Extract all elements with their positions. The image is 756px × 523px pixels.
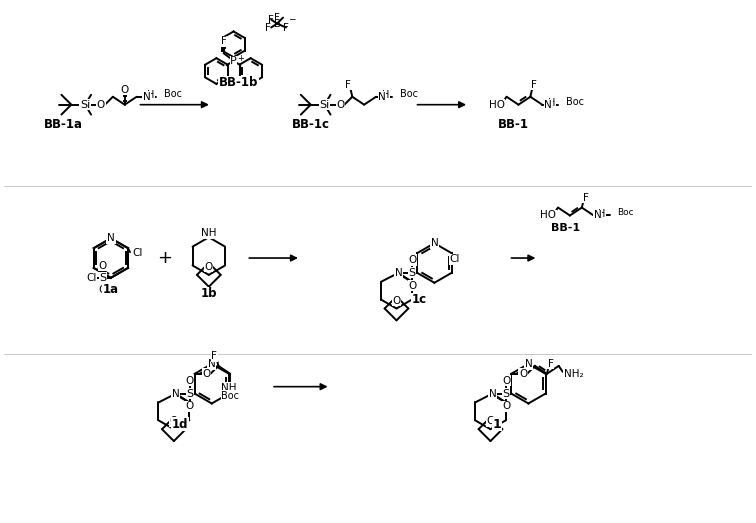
Text: O: O bbox=[408, 255, 417, 265]
Text: Boc: Boc bbox=[566, 97, 584, 107]
Text: N: N bbox=[208, 359, 215, 369]
Text: F: F bbox=[268, 15, 274, 25]
Text: −: − bbox=[288, 14, 296, 23]
Text: N: N bbox=[395, 268, 402, 278]
Text: S: S bbox=[503, 389, 510, 399]
Text: F: F bbox=[274, 13, 280, 22]
Text: O: O bbox=[121, 85, 129, 95]
Text: O: O bbox=[502, 402, 510, 412]
Text: O: O bbox=[408, 281, 417, 291]
Text: 1a: 1a bbox=[103, 283, 119, 296]
Text: 1: 1 bbox=[492, 418, 501, 431]
Text: O: O bbox=[203, 369, 211, 379]
Text: O: O bbox=[205, 262, 213, 272]
Text: BB-1c: BB-1c bbox=[292, 118, 330, 131]
Text: H: H bbox=[548, 98, 556, 108]
Text: F: F bbox=[221, 37, 227, 47]
Text: Cl: Cl bbox=[132, 248, 142, 258]
Text: F: F bbox=[212, 351, 218, 361]
Text: NH₂: NH₂ bbox=[564, 369, 584, 379]
Text: Cl: Cl bbox=[449, 254, 460, 264]
Text: O: O bbox=[502, 376, 510, 386]
Text: P: P bbox=[230, 56, 237, 66]
Text: BB-1: BB-1 bbox=[551, 223, 581, 233]
Text: +: + bbox=[156, 249, 172, 267]
Text: BB-1b: BB-1b bbox=[218, 76, 259, 89]
Text: Si: Si bbox=[80, 100, 90, 110]
Text: BB-1a: BB-1a bbox=[44, 118, 83, 131]
Text: HO: HO bbox=[541, 210, 556, 221]
Text: F: F bbox=[265, 22, 271, 32]
Text: 1c: 1c bbox=[412, 293, 427, 306]
Text: S: S bbox=[99, 273, 107, 283]
Text: N: N bbox=[107, 233, 115, 243]
Text: N: N bbox=[525, 359, 532, 369]
Text: O: O bbox=[486, 416, 494, 426]
Text: O: O bbox=[185, 402, 194, 412]
Text: Cl: Cl bbox=[86, 273, 96, 283]
Text: O: O bbox=[99, 285, 107, 294]
Text: Boc: Boc bbox=[618, 208, 634, 217]
Text: O: O bbox=[99, 261, 107, 271]
Text: BB-1: BB-1 bbox=[498, 118, 529, 131]
Text: N: N bbox=[544, 100, 552, 110]
Text: N: N bbox=[378, 92, 386, 102]
Text: 1b: 1b bbox=[200, 287, 217, 300]
Text: O: O bbox=[519, 369, 527, 379]
Text: B: B bbox=[274, 18, 280, 29]
Text: O: O bbox=[170, 416, 178, 426]
Text: O: O bbox=[97, 100, 105, 110]
Text: N: N bbox=[172, 389, 180, 399]
Text: 1d: 1d bbox=[172, 418, 188, 431]
Text: NH: NH bbox=[221, 383, 236, 393]
Text: N: N bbox=[430, 238, 438, 248]
Text: N: N bbox=[488, 389, 497, 399]
Text: O: O bbox=[392, 295, 401, 305]
Text: +: + bbox=[237, 54, 244, 63]
Text: S: S bbox=[409, 268, 416, 278]
Text: H: H bbox=[598, 209, 606, 219]
Text: N: N bbox=[107, 233, 115, 243]
Text: Boc: Boc bbox=[222, 391, 239, 401]
Text: H: H bbox=[147, 90, 154, 100]
Text: N: N bbox=[143, 92, 150, 102]
Text: O: O bbox=[185, 376, 194, 386]
Text: O: O bbox=[336, 100, 345, 110]
Text: N: N bbox=[593, 210, 602, 221]
Text: HO: HO bbox=[489, 100, 505, 110]
Text: F: F bbox=[531, 80, 538, 90]
Text: F: F bbox=[283, 22, 289, 32]
Text: S: S bbox=[186, 389, 194, 399]
Text: F: F bbox=[548, 359, 553, 369]
Text: NH: NH bbox=[201, 229, 216, 238]
Text: Si: Si bbox=[320, 100, 330, 110]
Text: Boc: Boc bbox=[400, 89, 418, 99]
Text: F: F bbox=[583, 192, 589, 203]
Text: H: H bbox=[383, 90, 389, 100]
Text: Boc: Boc bbox=[164, 89, 182, 99]
Text: F: F bbox=[345, 80, 352, 90]
